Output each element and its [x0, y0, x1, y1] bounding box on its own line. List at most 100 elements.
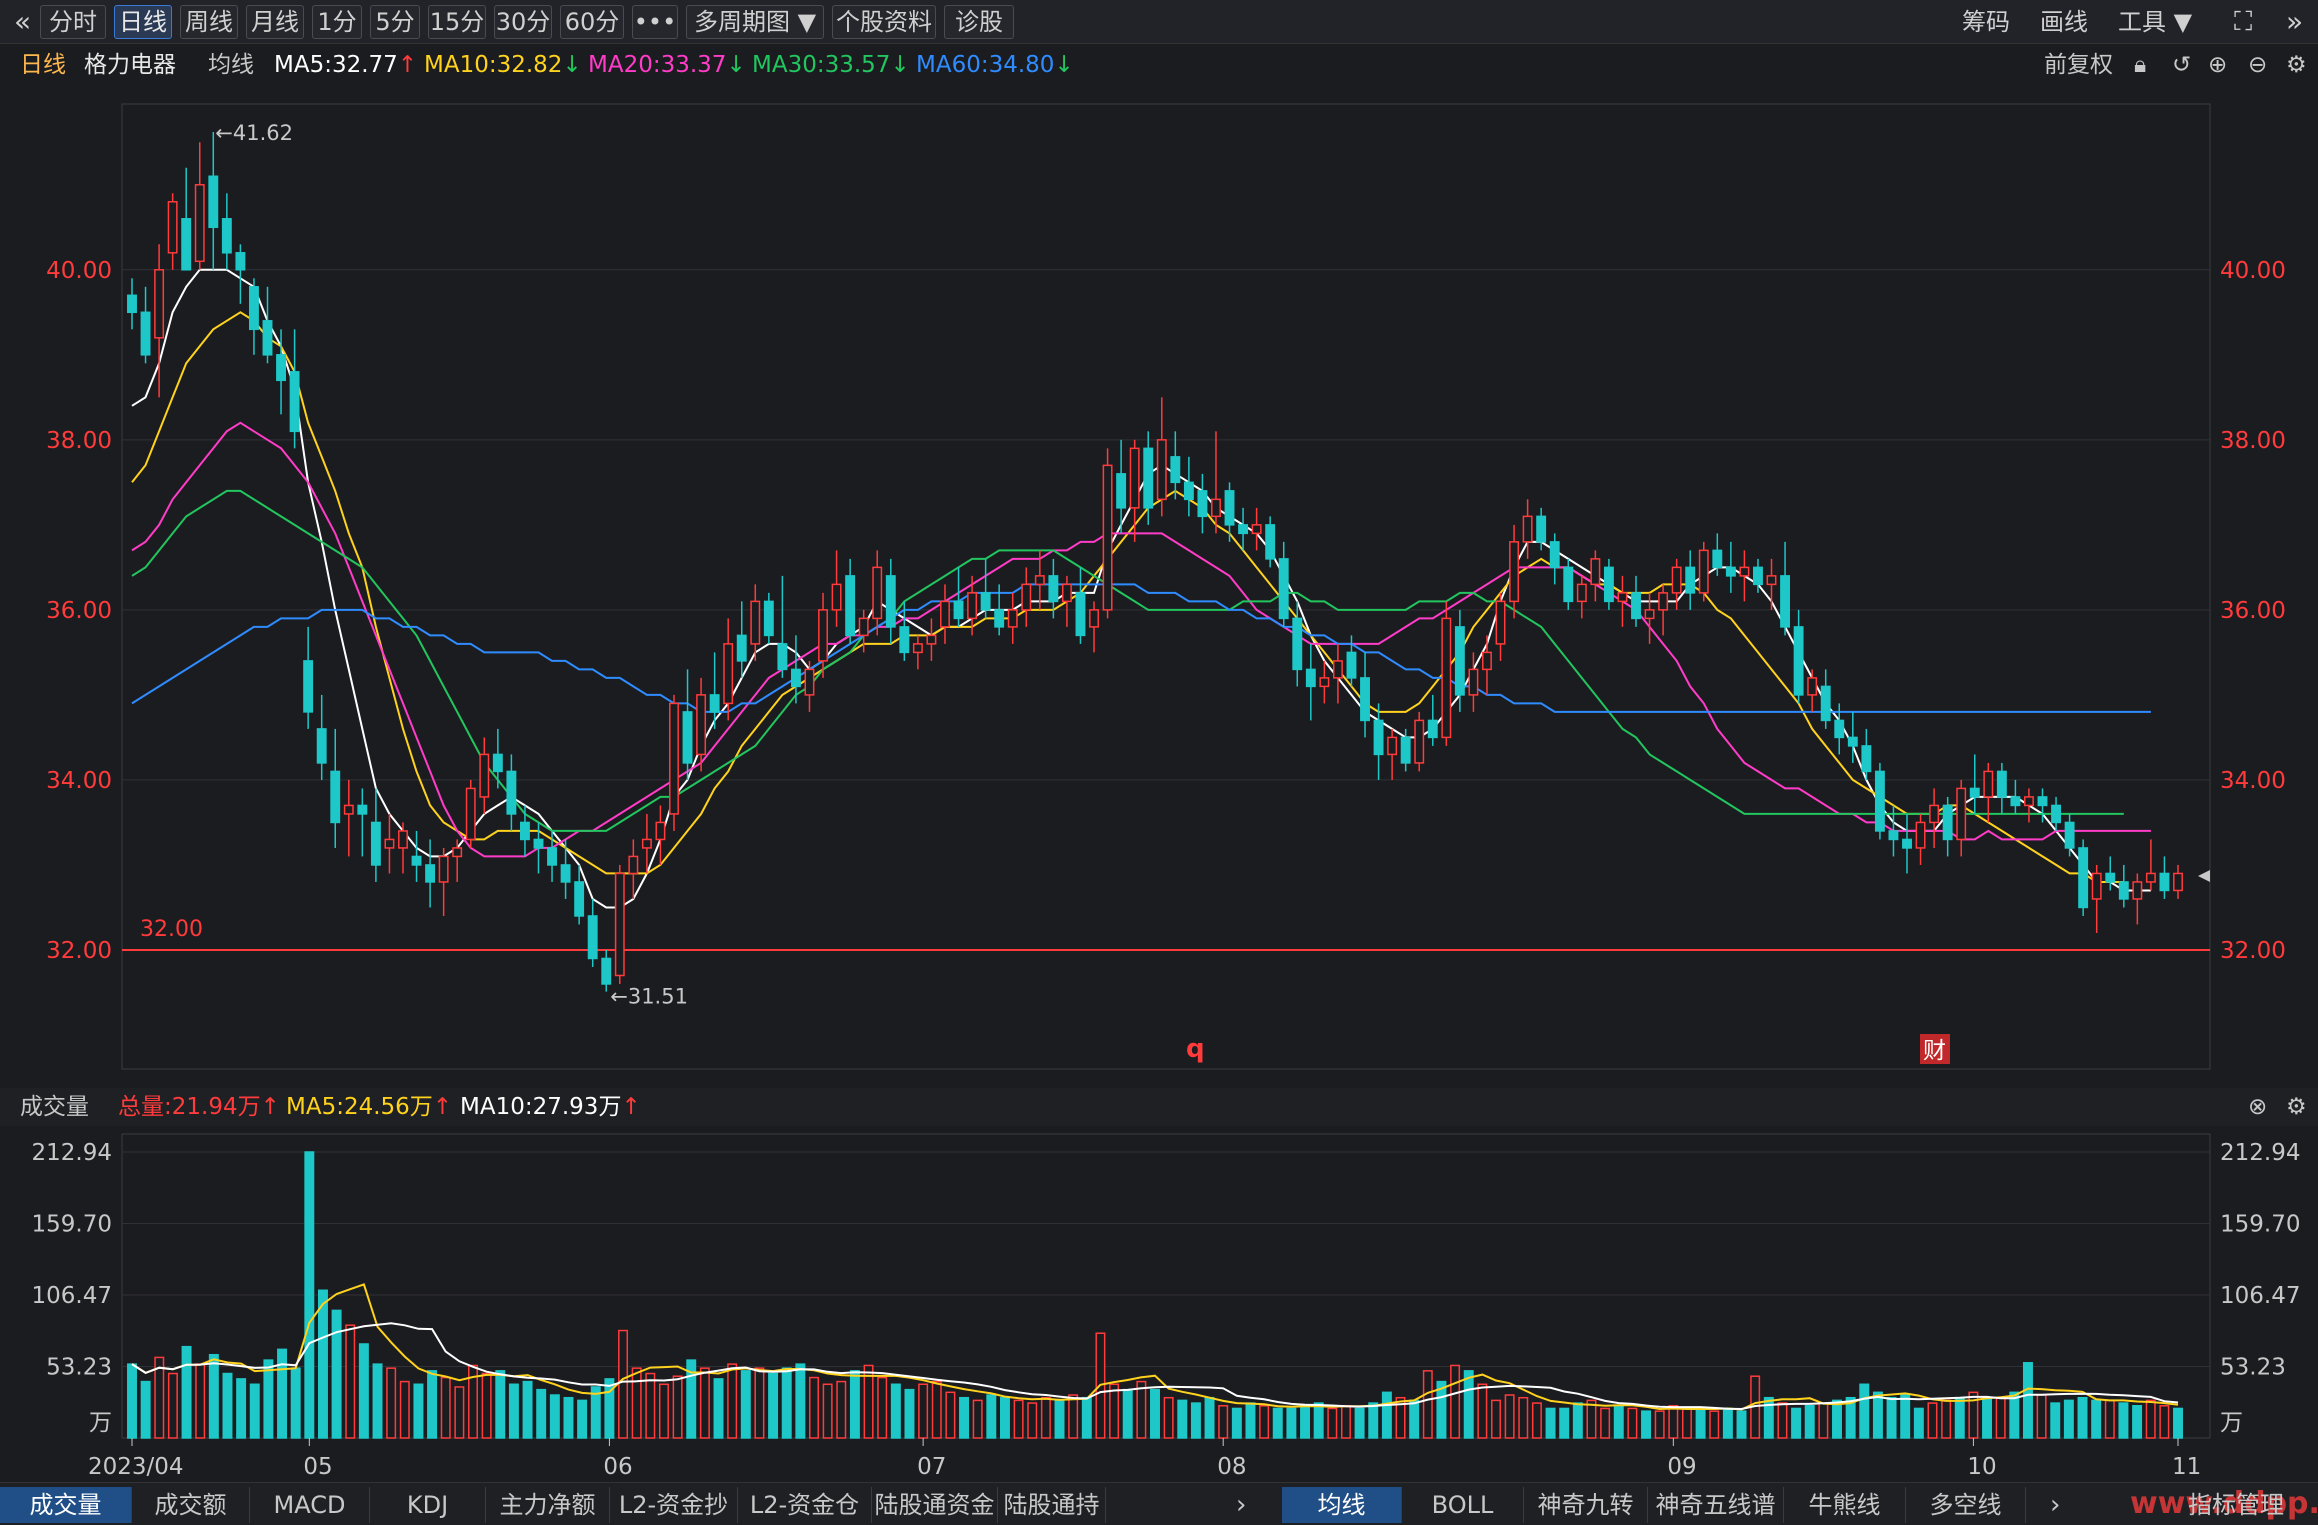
volume-bar[interactable] [849, 1370, 860, 1439]
candle[interactable] [1509, 524, 1520, 619]
candle[interactable] [736, 601, 747, 678]
volume-bar[interactable] [263, 1359, 274, 1439]
volume-bar[interactable] [836, 1380, 847, 1439]
candle[interactable] [845, 558, 856, 644]
volume-bar[interactable] [781, 1367, 792, 1439]
volume-bar[interactable] [1804, 1405, 1815, 1439]
candle[interactable] [1373, 703, 1384, 780]
gear-icon[interactable]: ⚙ [2286, 52, 2307, 78]
volume-bar[interactable] [222, 1372, 233, 1439]
candle[interactable] [221, 193, 232, 270]
candle[interactable] [1956, 779, 1967, 857]
overlay-tab[interactable]: 神奇九转 [1524, 1487, 1648, 1523]
volume-bar[interactable] [290, 1367, 301, 1439]
indicator-tab[interactable]: 主力净额 [486, 1487, 610, 1523]
volume-bar[interactable] [1313, 1402, 1324, 1439]
candle[interactable] [1482, 635, 1492, 695]
candle[interactable] [1211, 431, 1221, 534]
overlay-tab[interactable]: 神奇五线谱 [1648, 1487, 1784, 1523]
candle[interactable] [343, 779, 354, 857]
candle[interactable] [2173, 864, 2183, 899]
volume-bar[interactable] [2173, 1407, 2183, 1439]
volume-bar[interactable] [304, 1151, 315, 1439]
event-marker-finance-box[interactable] [1920, 1034, 1950, 1064]
period-tab[interactable]: ••• [632, 5, 678, 39]
volume-bar[interactable] [713, 1378, 724, 1439]
double-chevron-left-icon[interactable]: « [14, 5, 32, 38]
candle[interactable] [1671, 558, 1682, 610]
volume-bar[interactable] [618, 1329, 629, 1439]
candle[interactable] [1414, 711, 1425, 772]
volume-bar[interactable] [822, 1383, 833, 1439]
candle[interactable] [1468, 652, 1479, 712]
candle[interactable] [1780, 541, 1791, 636]
candle[interactable] [1007, 592, 1018, 644]
volume-bar[interactable] [358, 1343, 369, 1439]
candle[interactable] [1075, 567, 1086, 644]
candle[interactable] [885, 558, 896, 644]
indicator-tab[interactable]: MACD [250, 1487, 370, 1523]
indicator-tab[interactable]: 成交额 [132, 1487, 250, 1523]
candle[interactable] [2064, 813, 2075, 857]
candle[interactable] [1861, 728, 1872, 780]
candle[interactable] [912, 635, 923, 670]
candle[interactable] [777, 575, 788, 678]
candle[interactable] [1915, 813, 1926, 865]
indicator-tab[interactable]: L2-资金仓位 [738, 1487, 872, 1523]
volume-bar[interactable] [427, 1370, 438, 1439]
volume-bar[interactable] [1068, 1394, 1079, 1439]
candle[interactable] [1441, 601, 1452, 746]
candle[interactable] [1346, 635, 1357, 687]
volume-bar[interactable] [1013, 1399, 1024, 1439]
volume-bar[interactable] [1163, 1396, 1174, 1439]
volume-bar[interactable] [1763, 1396, 1774, 1439]
volume-bar[interactable] [1190, 1402, 1201, 1439]
volume-bar[interactable] [1927, 1402, 1938, 1439]
volume-bar[interactable] [1995, 1396, 2006, 1439]
volume-bar[interactable] [440, 1376, 451, 1439]
volume-bar[interactable] [645, 1372, 656, 1439]
candle[interactable] [926, 618, 937, 661]
volume-bar[interactable] [590, 1386, 601, 1439]
candle[interactable] [1360, 652, 1370, 738]
candle[interactable] [1116, 439, 1127, 534]
volume-bar[interactable] [2009, 1391, 2020, 1439]
zoom-out-icon[interactable]: ⊖ [2248, 52, 2268, 78]
candle[interactable] [370, 788, 381, 882]
candle[interactable] [1183, 456, 1194, 517]
candle[interactable] [1265, 516, 1276, 568]
candle[interactable] [1725, 541, 1736, 593]
candle[interactable] [1238, 507, 1249, 551]
volume-bar[interactable] [181, 1345, 192, 1439]
volume-bar[interactable] [454, 1386, 465, 1439]
volume-bar[interactable] [1081, 1396, 1092, 1439]
volume-bar[interactable] [1654, 1410, 1665, 1439]
overlay-tab[interactable]: BOLL [1402, 1487, 1524, 1523]
volume-bar[interactable] [972, 1399, 983, 1439]
volume-bar[interactable] [2063, 1399, 2074, 1439]
volume-bar[interactable] [249, 1383, 260, 1439]
candle[interactable] [1400, 728, 1411, 772]
candle[interactable] [1942, 796, 1953, 857]
volume-bar[interactable] [1641, 1410, 1652, 1439]
volume-bar[interactable] [1395, 1396, 1406, 1439]
candle[interactable] [2132, 873, 2143, 925]
candle[interactable] [750, 584, 761, 661]
candle[interactable] [994, 584, 1005, 636]
volume-bar[interactable] [1586, 1399, 1597, 1439]
candle[interactable] [1387, 728, 1398, 780]
candle[interactable] [967, 575, 978, 636]
candle[interactable] [1631, 575, 1641, 627]
candle[interactable] [330, 728, 341, 848]
candle[interactable] [1820, 669, 1831, 729]
volume-bar[interactable] [167, 1372, 178, 1439]
volume-bar[interactable] [577, 1399, 588, 1439]
volume-bar[interactable] [658, 1383, 669, 1439]
candle[interactable] [289, 329, 300, 449]
volume-bar[interactable] [1109, 1383, 1120, 1439]
candle[interactable] [696, 677, 707, 772]
candle[interactable] [1698, 541, 1709, 602]
volume-bar[interactable] [399, 1380, 410, 1439]
candle[interactable] [1753, 558, 1763, 593]
volume-bar[interactable] [508, 1383, 519, 1439]
